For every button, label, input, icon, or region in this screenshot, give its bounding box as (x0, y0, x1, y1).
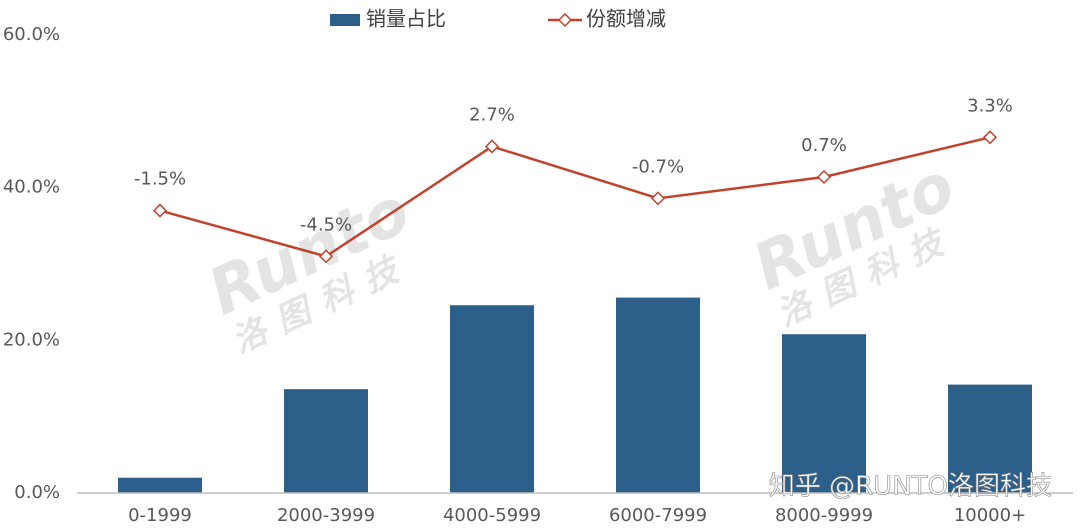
data-label: -1.5% (134, 169, 186, 190)
y-tick-label: 60.0% (3, 24, 60, 45)
x-tick-label: 10000+ (954, 505, 1026, 526)
bar (948, 384, 1032, 493)
bar (284, 389, 368, 493)
data-label: 3.3% (967, 95, 1013, 116)
data-label: 0.7% (801, 135, 847, 156)
legend-label: 销量占比 (366, 7, 446, 31)
x-tick-label: 6000-7999 (609, 505, 707, 526)
corner-watermark: 知乎 @RUNTO洛图科技 (769, 472, 1052, 502)
data-label: -4.5% (300, 214, 352, 235)
line-marker (318, 249, 334, 264)
legend-label: 份额增减 (586, 7, 666, 31)
logo-watermark: Runto 洛图科技 Runto 洛图科技 (198, 149, 966, 362)
bar (616, 297, 700, 493)
data-label: -0.7% (632, 156, 684, 177)
x-tick-label: 2000-3999 (277, 505, 375, 526)
line-marker (484, 139, 500, 154)
line-marker (982, 130, 998, 145)
data-label: 2.7% (469, 104, 515, 125)
line-marker (816, 169, 832, 185)
bar (450, 305, 534, 493)
bar (782, 334, 866, 493)
x-tick-label: 4000-5999 (443, 505, 541, 526)
line (159, 136, 991, 258)
line-marker (152, 203, 168, 218)
line-marker (650, 191, 666, 206)
y-tick-label: 20.0% (3, 329, 60, 350)
y-tick-label: 40.0% (3, 177, 60, 198)
legend-swatch (557, 12, 573, 28)
legend-swatch (330, 14, 360, 26)
y-tick-label: 0.0% (14, 482, 60, 503)
x-tick-label: 8000-9999 (775, 505, 873, 526)
x-tick-label: 0-1999 (128, 505, 192, 526)
bar (118, 477, 202, 493)
